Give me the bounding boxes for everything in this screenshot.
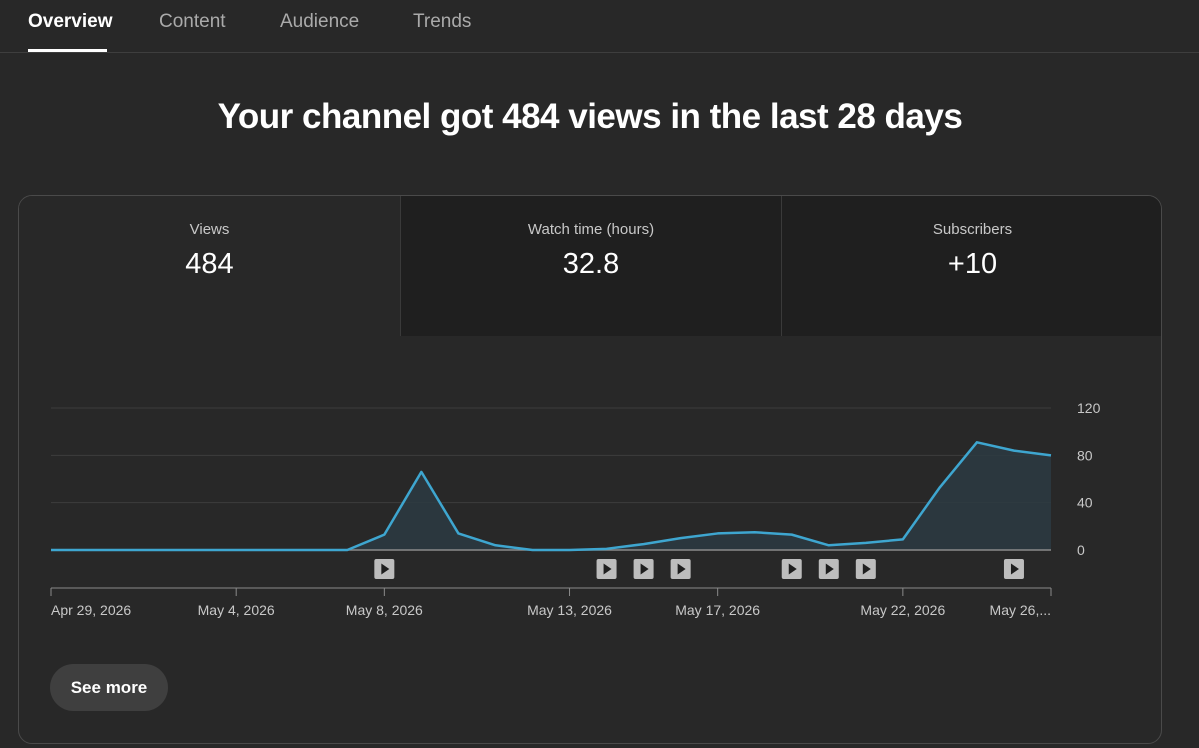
video-marker-17[interactable] (670, 559, 691, 579)
metric-watch-time[interactable]: Watch time (hours) 32.8 (400, 196, 781, 336)
video-marker-21[interactable] (818, 559, 839, 579)
video-marker-22[interactable] (855, 559, 876, 579)
metric-subscribers-label: Subscribers (932, 221, 1013, 238)
x-tick-label-14: May 13, 2026 (527, 602, 612, 618)
metric-views[interactable]: Views 484 (19, 196, 400, 336)
views-area (51, 442, 1051, 550)
play-icon (603, 563, 612, 575)
active-tab-indicator (28, 49, 107, 52)
play-icon (1010, 563, 1019, 575)
video-marker-15[interactable] (596, 559, 617, 579)
metric-subscribers-value: +10 (947, 248, 998, 280)
metric-watch-time-value: 32.8 (562, 248, 620, 280)
y-tick-label-40: 40 (1077, 495, 1093, 511)
page-headline: Your channel got 484 views in the last 2… (217, 97, 963, 136)
video-marker-26[interactable] (1003, 559, 1024, 579)
play-icon (677, 563, 686, 575)
metric-watch-time-label: Watch time (hours) (527, 221, 655, 238)
views-chart: 0 40 80 120 Apr 29, 2026 May 4, 2026 May 8, 20… (50, 400, 1101, 618)
overview-card: Views 484 Watch time (hours) 32.8 Subscr… (18, 195, 1162, 744)
x-tick-label-27: May 26,... (990, 602, 1051, 618)
tab-content[interactable]: Content (159, 11, 226, 32)
x-tick-label-5: May 4, 2026 (198, 602, 275, 618)
tab-bar: Overview Content Audience Trends (0, 0, 1199, 53)
tab-overview[interactable]: Overview (28, 11, 113, 32)
metric-views-label: Views (189, 221, 230, 238)
play-icon (640, 563, 649, 575)
tab-trends[interactable]: Trends (413, 11, 472, 32)
tab-audience[interactable]: Audience (280, 11, 360, 32)
x-tick-label-9: May 8, 2026 (346, 602, 423, 618)
y-tick-label-80: 80 (1077, 447, 1093, 463)
video-marker-16[interactable] (633, 559, 654, 579)
see-more-button[interactable]: See more (50, 664, 168, 711)
play-icon (825, 563, 834, 575)
video-marker-9[interactable] (374, 559, 395, 579)
video-marker-20[interactable] (781, 559, 802, 579)
play-icon (788, 563, 797, 575)
play-icon (862, 563, 871, 575)
metric-subscribers[interactable]: Subscribers +10 (781, 196, 1161, 336)
x-tick-label-18: May 17, 2026 (675, 602, 760, 618)
x-tick-label-0: Apr 29, 2026 (51, 602, 131, 618)
play-icon (381, 563, 390, 575)
views-line (51, 441, 1052, 552)
x-tick-label-23: May 22, 2026 (860, 602, 945, 618)
metric-views-value: 484 (185, 248, 234, 280)
y-tick-label-120: 120 (1077, 400, 1101, 416)
y-tick-label-0: 0 (1077, 542, 1085, 558)
